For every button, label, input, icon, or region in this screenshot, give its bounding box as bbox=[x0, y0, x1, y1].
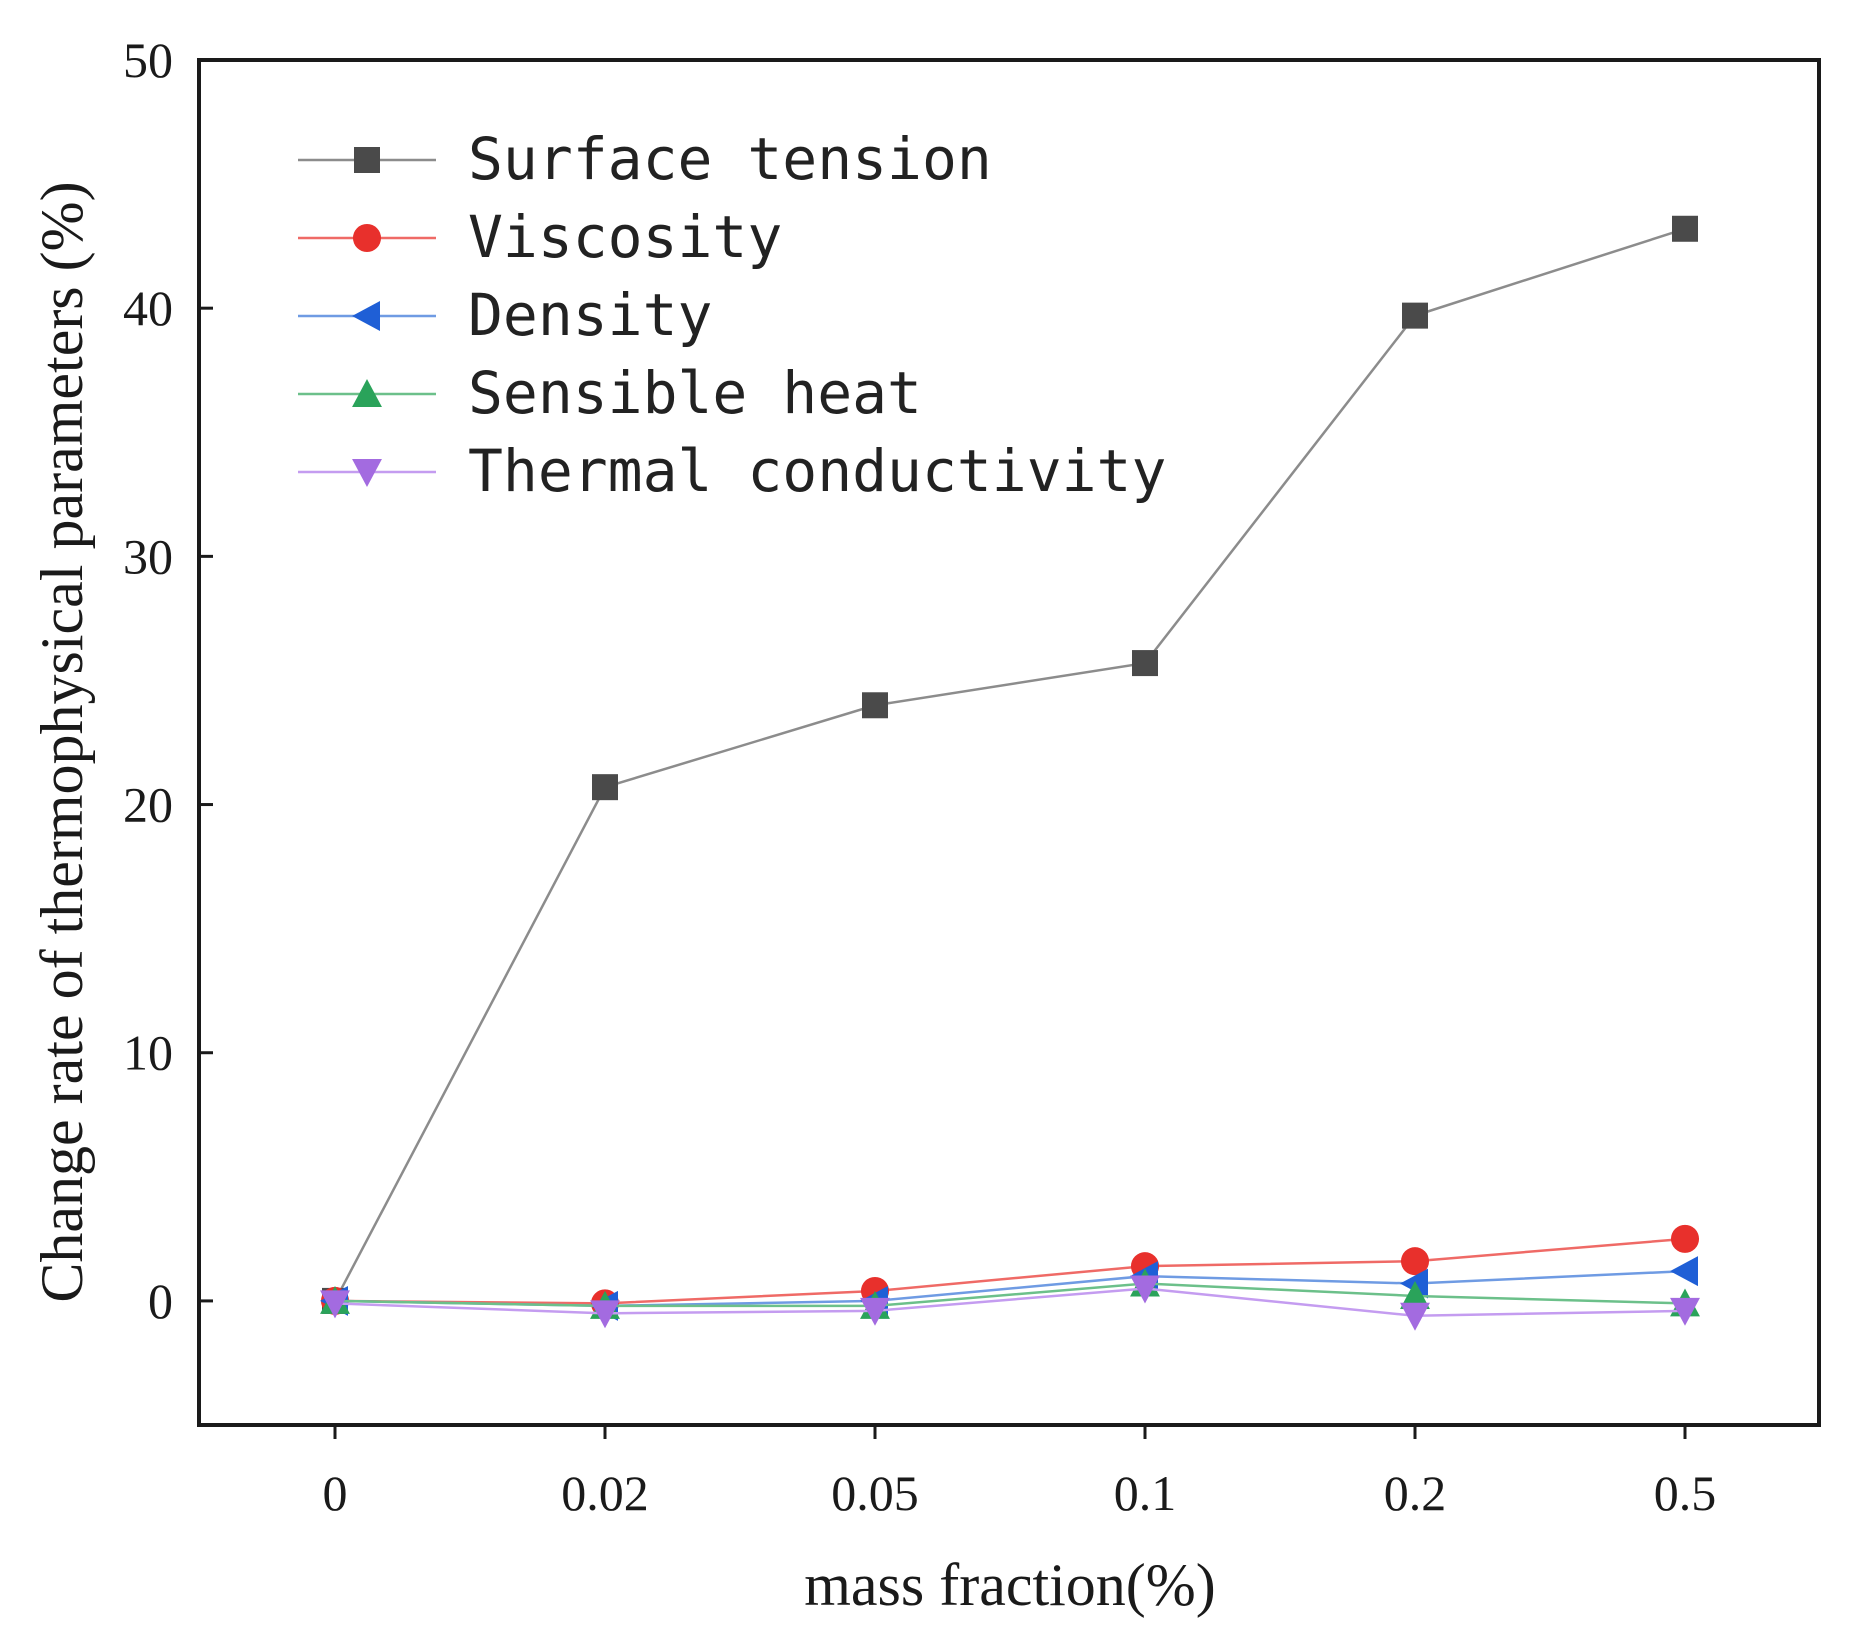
legend-label: Surface tension bbox=[468, 125, 992, 193]
data-point bbox=[320, 1290, 350, 1319]
y-tick-label: 40 bbox=[123, 280, 173, 336]
legend-marker bbox=[352, 223, 382, 253]
data-point bbox=[1400, 1280, 1430, 1309]
legend-item: Density bbox=[298, 281, 712, 349]
x-tick-label: 0 bbox=[323, 1465, 348, 1521]
legend-item: Thermal conductivity bbox=[298, 437, 1166, 505]
data-point bbox=[1130, 1275, 1160, 1304]
data-point bbox=[1402, 302, 1428, 329]
y-tick-label: 30 bbox=[123, 528, 173, 584]
legend-label: Sensible heat bbox=[468, 359, 922, 427]
y-axis-title: Change rate of thermophysical parameters… bbox=[29, 181, 95, 1302]
data-point bbox=[862, 692, 888, 719]
legend-item: Sensible heat bbox=[298, 359, 922, 427]
series-thermal-conductivity bbox=[320, 1275, 1700, 1331]
y-tick-label: 0 bbox=[148, 1273, 173, 1329]
y-tick-label: 20 bbox=[123, 777, 173, 833]
data-point bbox=[590, 1300, 620, 1329]
data-point bbox=[592, 774, 618, 801]
y-tick-label: 50 bbox=[123, 32, 173, 88]
data-point bbox=[860, 1297, 890, 1326]
plot-frame bbox=[197, 58, 1821, 1427]
legend-label: Thermal conductivity bbox=[468, 437, 1166, 505]
x-tick-label: 0.5 bbox=[1654, 1465, 1717, 1521]
legend-item: Viscosity bbox=[298, 203, 782, 271]
x-tick-label: 0.05 bbox=[831, 1465, 919, 1521]
legend-marker bbox=[354, 147, 380, 173]
series-line bbox=[334, 1282, 1686, 1308]
x-axis: 0 0.02 0.05 0.1 0.2 0.5 bbox=[323, 1425, 1717, 1521]
data-point bbox=[1400, 1302, 1430, 1331]
legend-marker bbox=[352, 379, 382, 407]
series-layer bbox=[320, 215, 1700, 1331]
series-line bbox=[334, 1287, 1686, 1318]
x-axis-title: mass fraction(%) bbox=[804, 1552, 1216, 1618]
series-line bbox=[334, 1237, 1686, 1305]
y-tick-label: 10 bbox=[123, 1025, 173, 1081]
series-line bbox=[333, 227, 1686, 1302]
legend-marker bbox=[352, 301, 380, 331]
x-tick-label: 0.2 bbox=[1384, 1465, 1447, 1521]
legend-label: Viscosity bbox=[468, 203, 782, 271]
data-point bbox=[1132, 650, 1158, 677]
y-axis: 0 10 20 30 40 50 bbox=[123, 32, 213, 1329]
x-tick-label: 0.1 bbox=[1114, 1465, 1177, 1521]
legend: Surface tension Viscosity Density Sensible … bbox=[298, 125, 1166, 505]
legend-label: Density bbox=[468, 281, 712, 349]
legend-item: Surface tension bbox=[298, 125, 992, 193]
legend-marker bbox=[352, 459, 382, 487]
data-point bbox=[1670, 1224, 1700, 1253]
x-tick-label: 0.02 bbox=[561, 1465, 649, 1521]
data-point bbox=[1400, 1247, 1430, 1276]
data-point bbox=[1670, 1256, 1698, 1287]
data-point bbox=[1672, 215, 1698, 242]
data-point bbox=[1670, 1297, 1700, 1326]
